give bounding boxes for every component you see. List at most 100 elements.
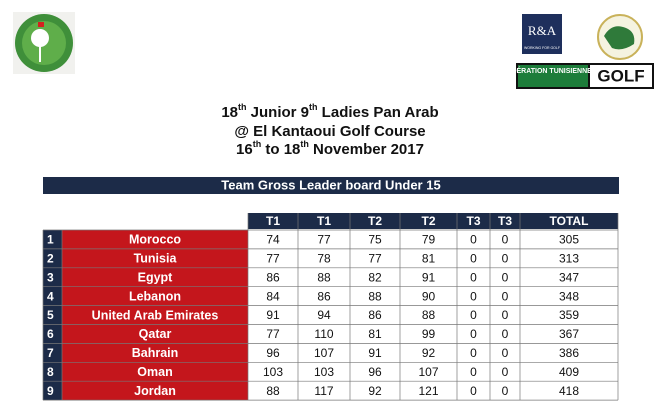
superscript: th bbox=[238, 102, 247, 112]
total: 386 bbox=[559, 346, 579, 360]
score: 90 bbox=[422, 289, 436, 303]
score: 107 bbox=[314, 346, 334, 360]
score: 77 bbox=[368, 252, 382, 266]
score: 74 bbox=[266, 233, 280, 247]
team-name: Lebanon bbox=[129, 289, 181, 303]
score: 88 bbox=[317, 270, 331, 284]
score: 84 bbox=[266, 289, 280, 303]
golf-text: GOLF bbox=[597, 66, 644, 85]
score: 81 bbox=[368, 327, 382, 341]
score: 86 bbox=[317, 289, 331, 303]
superscript: th bbox=[253, 139, 262, 149]
column-header: T3 bbox=[466, 214, 480, 228]
score: 0 bbox=[470, 270, 477, 284]
score: 75 bbox=[368, 233, 382, 247]
rank: 9 bbox=[47, 384, 54, 398]
rank: 1 bbox=[47, 233, 54, 247]
score: 0 bbox=[502, 252, 509, 266]
score: 0 bbox=[470, 327, 477, 341]
score: 0 bbox=[502, 346, 509, 360]
score: 88 bbox=[422, 308, 436, 322]
score: 0 bbox=[470, 233, 477, 247]
score: 110 bbox=[314, 327, 333, 341]
score: 88 bbox=[266, 384, 280, 398]
rank: 2 bbox=[47, 252, 54, 266]
header-text: 16 bbox=[236, 141, 253, 158]
score: 103 bbox=[263, 365, 283, 379]
score: 0 bbox=[470, 365, 477, 379]
score: 81 bbox=[422, 252, 436, 266]
total: 347 bbox=[559, 270, 579, 284]
table-title: Team Gross Leader board Under 15 bbox=[221, 177, 440, 192]
score: 91 bbox=[266, 308, 280, 322]
ra-tagline: WORKING FOR GOLF bbox=[524, 46, 560, 50]
total: 348 bbox=[559, 289, 579, 303]
score: 77 bbox=[266, 327, 280, 341]
federation-logo: FÉDÉRATION TUNISIENNE DE GOLF bbox=[503, 63, 654, 89]
score: 77 bbox=[266, 252, 280, 266]
score: 121 bbox=[418, 384, 438, 398]
score: 0 bbox=[502, 308, 509, 322]
club-logo bbox=[13, 12, 75, 74]
score: 78 bbox=[317, 252, 331, 266]
score: 0 bbox=[502, 289, 509, 303]
total: 359 bbox=[559, 308, 579, 322]
score: 0 bbox=[470, 289, 477, 303]
column-header: T2 bbox=[421, 214, 435, 228]
column-header: TOTAL bbox=[550, 214, 589, 228]
rank: 5 bbox=[47, 308, 54, 322]
score: 91 bbox=[368, 346, 382, 360]
score: 0 bbox=[502, 233, 509, 247]
superscript: th bbox=[309, 102, 318, 112]
score: 92 bbox=[422, 346, 436, 360]
rank: 4 bbox=[47, 289, 54, 303]
score: 0 bbox=[502, 384, 509, 398]
team-name: Qatar bbox=[139, 327, 172, 341]
score: 96 bbox=[368, 365, 382, 379]
header-line: @ El Kantaoui Golf Course bbox=[234, 123, 425, 140]
team-name: Morocco bbox=[129, 233, 181, 247]
score: 94 bbox=[317, 308, 331, 322]
team-name: United Arab Emirates bbox=[92, 308, 219, 322]
score: 0 bbox=[470, 252, 477, 266]
score: 86 bbox=[368, 308, 382, 322]
score: 0 bbox=[470, 346, 477, 360]
column-header: T2 bbox=[368, 214, 382, 228]
federation-text: FÉDÉRATION TUNISIENNE DE bbox=[503, 66, 604, 75]
rank: 3 bbox=[47, 270, 54, 284]
team-name: Oman bbox=[137, 365, 172, 379]
score: 96 bbox=[266, 346, 280, 360]
header-line: 16th to 18th November 2017 bbox=[236, 139, 424, 158]
score: 88 bbox=[368, 289, 382, 303]
ra-text: R&A bbox=[528, 23, 557, 38]
header-row bbox=[248, 213, 618, 229]
total: 418 bbox=[559, 384, 579, 398]
score: 0 bbox=[470, 384, 477, 398]
score: 99 bbox=[422, 327, 436, 341]
score: 86 bbox=[266, 270, 280, 284]
score: 0 bbox=[470, 308, 477, 322]
header-text: Junior 9 bbox=[247, 104, 310, 121]
score: 0 bbox=[502, 365, 509, 379]
rank-column bbox=[43, 230, 62, 401]
rank: 7 bbox=[47, 346, 54, 360]
team-name: Jordan bbox=[134, 384, 176, 398]
score: 0 bbox=[502, 270, 509, 284]
arab-golf-logo bbox=[597, 14, 643, 60]
superscript: th bbox=[300, 139, 309, 149]
team-name: Egypt bbox=[138, 271, 174, 285]
score: 107 bbox=[418, 365, 438, 379]
score: 77 bbox=[317, 233, 331, 247]
rank: 8 bbox=[47, 365, 54, 379]
score: 92 bbox=[368, 384, 382, 398]
header-text: 18 bbox=[221, 104, 238, 121]
score: 0 bbox=[502, 327, 509, 341]
column-header: T1 bbox=[266, 214, 280, 228]
header-text: November 2017 bbox=[309, 141, 424, 158]
team-name: Bahrain bbox=[132, 346, 179, 360]
rank: 6 bbox=[47, 327, 54, 341]
header-line: 18th Junior 9th Ladies Pan Arab bbox=[221, 102, 438, 121]
score: 117 bbox=[314, 384, 333, 398]
